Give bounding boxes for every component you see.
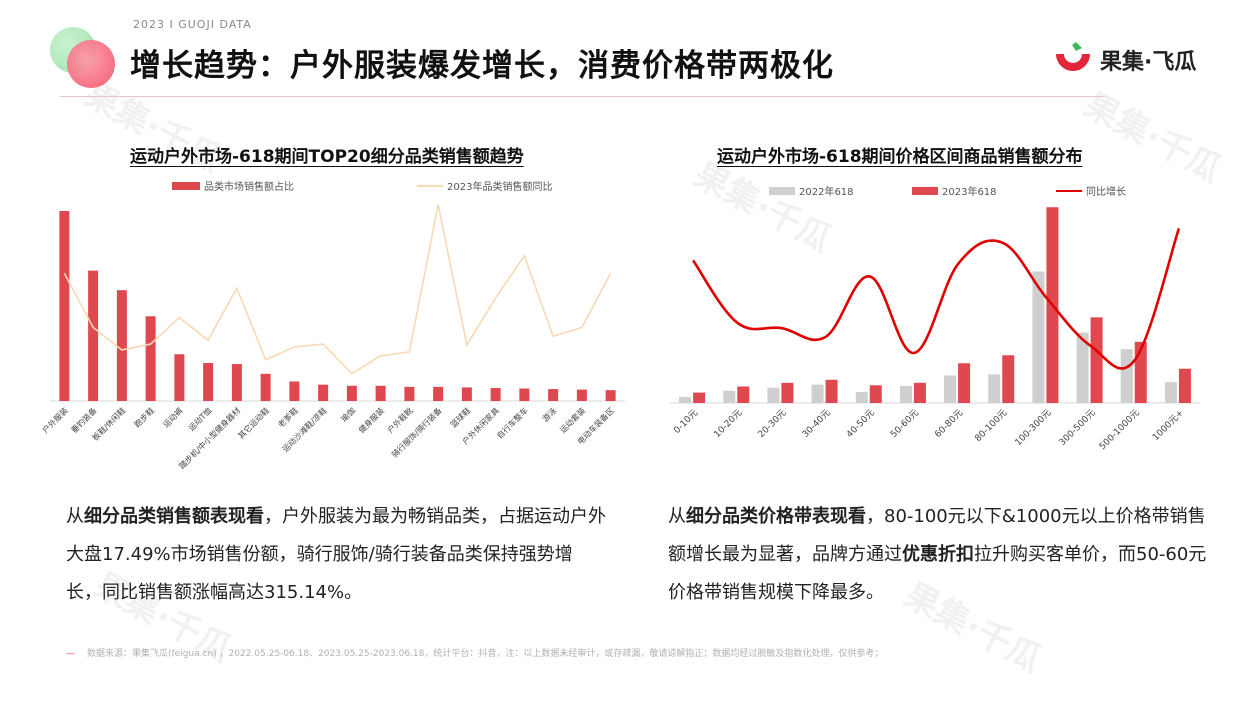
x-tick-right: 50-60元 — [889, 408, 921, 440]
x-tick-left: 跑步鞋 — [132, 405, 156, 429]
x-tick-left: 运动T恤 — [186, 405, 213, 432]
x-tick-left: 户外鞋靴 — [385, 405, 415, 435]
x-tick-right: 60-80元 — [933, 408, 965, 440]
x-tick-left: 瑜伽 — [339, 405, 357, 423]
x-tick-left: 篮球鞋 — [448, 405, 472, 429]
legend-swatch-2022 — [769, 187, 795, 195]
data-source-note: — 数据来源：果集飞瓜(feigua.cn) ，2022.05.25-06.18、… — [66, 649, 884, 659]
chart-title-left: 运动户外市场-618期间TOP20细分品类销售额趋势 — [130, 147, 524, 167]
bar-left — [116, 290, 127, 401]
legend-label-growth: 同比增长 — [1086, 185, 1126, 198]
bar-left — [318, 384, 329, 401]
x-tick-left: 健身服装 — [356, 405, 386, 435]
x-tick-left: 骑行服饰/骑行装备 — [389, 405, 443, 459]
legend-swatch-bar — [172, 182, 200, 190]
bar-2022 — [811, 384, 824, 403]
description-right: 从细分品类价格带表现看，80-100元以下&1000元以上价格带销售额增长最为显… — [668, 506, 1207, 603]
bar-2022 — [767, 387, 780, 403]
x-tick-left: 垂钓装备 — [69, 405, 99, 435]
bar-2022 — [899, 385, 912, 403]
bar-2022 — [1120, 349, 1133, 403]
bar-2022 — [988, 374, 1001, 403]
bar-left — [605, 390, 616, 401]
brand-line: 2023 I GUOJI DATA — [133, 18, 252, 31]
bar-2023 — [737, 386, 750, 403]
x-tick-right: 300-500元 — [1058, 408, 1098, 448]
bar-left — [576, 389, 587, 401]
bar-2022 — [723, 390, 736, 403]
logo-text: 果集·飞瓜 — [1100, 50, 1197, 75]
description-left: 从细分品类销售额表现看，户外服装为最为畅销品类，占据运动户外大盘17.49%市场… — [66, 506, 606, 603]
bar-2022 — [855, 391, 868, 403]
bar-left — [231, 364, 242, 401]
page-title: 增长趋势：户外服装爆发增长，消费价格带两极化 — [130, 48, 834, 84]
x-tick-left: 自行车整车 — [494, 405, 529, 440]
bar-left — [404, 386, 415, 401]
title-divider — [60, 96, 1105, 97]
bar-left — [375, 385, 386, 401]
bar-left — [346, 385, 357, 401]
x-tick-right: 10-20元 — [712, 408, 744, 440]
brand-logo: 果集·飞瓜 — [1052, 42, 1196, 78]
bar-2022 — [679, 396, 692, 403]
bar-2023 — [1178, 368, 1191, 403]
bar-left — [289, 381, 300, 401]
bar-2023 — [869, 385, 882, 403]
x-tick-left: 游泳 — [540, 405, 558, 423]
x-tick-left: 运动套装 — [558, 405, 588, 435]
x-tick-left: 户外服装 — [40, 405, 70, 435]
bar-2023 — [781, 382, 794, 403]
bar-left — [260, 373, 271, 401]
x-tick-right: 80-100元 — [973, 408, 1009, 444]
x-tick-right: 100-300元 — [1014, 408, 1054, 448]
bar-left — [548, 389, 559, 401]
source-dash: — — [66, 649, 75, 659]
x-tick-left: 老爹鞋 — [276, 405, 300, 429]
legend-label-line: 2023年品类销售额同比 — [447, 180, 552, 193]
x-tick-left: 运动裤 — [161, 405, 185, 429]
x-tick-right: 20-30元 — [757, 408, 789, 440]
bar-2023 — [825, 379, 838, 403]
bar-left — [433, 386, 444, 401]
decor-circle-red — [67, 40, 115, 88]
bar-2022 — [1076, 332, 1089, 403]
bar-2023 — [1002, 355, 1015, 403]
bar-left — [174, 354, 185, 401]
chart-title-right: 运动户外市场-618期间价格区间商品销售额分布 — [717, 147, 1083, 167]
line-series-growth — [692, 227, 1181, 370]
bar-2022 — [944, 375, 957, 403]
x-tick-right: 0-10元 — [672, 408, 700, 436]
bar-left — [88, 270, 99, 401]
bar-2023 — [913, 382, 926, 403]
x-tick-left: 其它运动鞋 — [236, 405, 271, 440]
bar-left — [145, 316, 156, 401]
bar-left — [59, 210, 70, 401]
bar-left — [461, 387, 472, 401]
legend-label-bar: 品类市场销售额占比 — [204, 180, 294, 193]
x-tick-right: 30-40元 — [801, 408, 833, 440]
logo-icon — [1056, 42, 1090, 71]
bar-left — [519, 388, 530, 401]
x-tick-right: 40-50元 — [845, 408, 877, 440]
x-tick-right: 500-1000元 — [1098, 408, 1142, 452]
legend-swatch-2023 — [912, 187, 938, 195]
bar-2022 — [1164, 382, 1177, 403]
bar-2023 — [1090, 317, 1103, 403]
bar-left — [490, 387, 501, 401]
legend-label-2023: 2023年618 — [942, 185, 997, 198]
bar-2022 — [1032, 271, 1045, 403]
x-tick-right: 1000元+ — [1151, 408, 1186, 443]
legend-label-2022: 2022年618 — [799, 185, 854, 198]
bar-2023 — [958, 363, 971, 403]
line-series-left — [63, 204, 612, 375]
bar-2023 — [693, 392, 706, 403]
bar-left — [203, 362, 214, 401]
